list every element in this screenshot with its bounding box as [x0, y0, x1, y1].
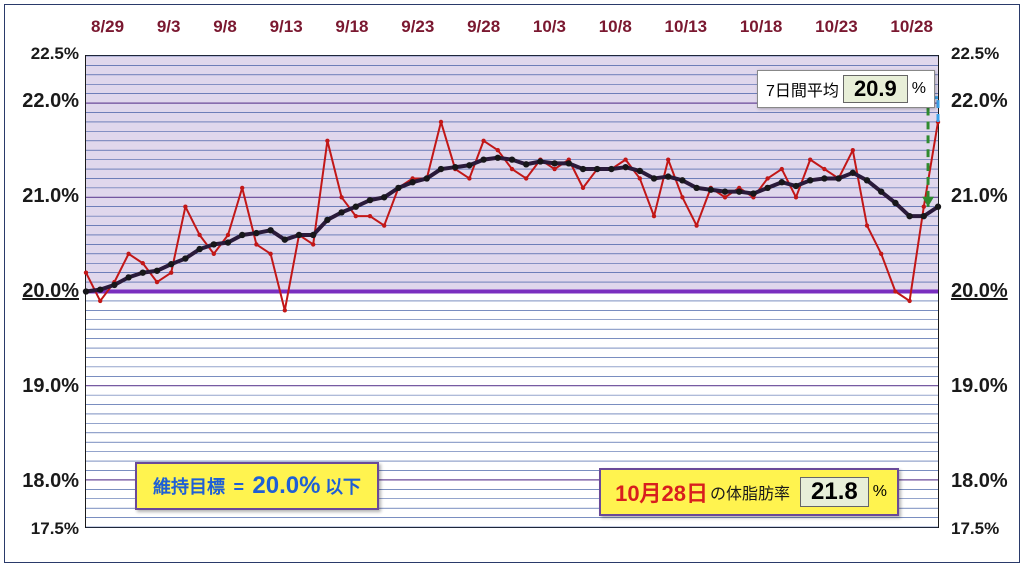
series-svg [86, 56, 938, 527]
x-tick-label: 10/13 [665, 17, 708, 37]
goal-label: 維持目標 [153, 477, 225, 497]
today-unit: % [873, 483, 887, 501]
y-tick-label: 22.0% [945, 90, 1019, 113]
avg-value: 20.9 [843, 75, 908, 103]
y-tick-label: 20.0% [945, 280, 1019, 303]
x-tick-label: 9/13 [270, 17, 303, 37]
y-tick-label: 19.0% [5, 375, 79, 398]
y-tick-label: 17.5% [945, 519, 1019, 539]
y-tick-label: 19.0% [945, 375, 1019, 398]
y-tick-label: 18.0% [945, 470, 1019, 493]
y-tick-label: 17.5% [5, 519, 79, 539]
x-tick-label: 10/28 [890, 17, 933, 37]
today-callout: 10月28日 の体脂肪率 21.8 % [599, 468, 899, 516]
avg-label: 7日間平均 [766, 77, 839, 101]
chart-frame: 8/29 9/3 9/8 9/13 9/18 9/23 9/28 10/3 10/8 10/13 1… [4, 4, 1020, 563]
goal-suffix: 以下 [325, 477, 361, 497]
today-text: の体脂肪率 [710, 480, 790, 504]
y-tick-label: 22.0% [5, 90, 79, 113]
y-tick-label: 22.5% [5, 44, 79, 64]
y-tick-label: 20.0% [5, 280, 79, 303]
today-value: 21.8 [800, 477, 869, 507]
x-tick-label: 9/18 [335, 17, 368, 37]
plot-area [85, 55, 939, 528]
goal-value: 20.0% [252, 472, 320, 499]
y-tick-label: 22.5% [945, 44, 1019, 64]
x-tick-label: 9/3 [157, 17, 181, 37]
today-date: 10月28日 [615, 476, 708, 508]
goal-callout: 維持目標 = 20.0% 以下 [135, 462, 379, 510]
x-tick-label: 10/8 [599, 17, 632, 37]
x-tick-label: 9/23 [401, 17, 434, 37]
x-tick-label: 10/3 [533, 17, 566, 37]
x-tick-label: 8/29 [91, 17, 124, 37]
x-tick-label: 9/28 [467, 17, 500, 37]
avg-unit: % [912, 80, 926, 98]
x-tick-label: 10/23 [815, 17, 858, 37]
y-tick-label: 21.0% [945, 185, 1019, 208]
avg-callout: 7日間平均 20.9 % [757, 70, 935, 108]
goal-eq: = [233, 477, 244, 497]
x-tick-label: 10/18 [740, 17, 783, 37]
x-tick-label: 9/8 [213, 17, 237, 37]
y-tick-label: 18.0% [5, 470, 79, 493]
y-tick-label: 21.0% [5, 185, 79, 208]
x-axis-labels: 8/29 9/3 9/8 9/13 9/18 9/23 9/28 10/3 10/8 10/13 1… [85, 17, 939, 37]
